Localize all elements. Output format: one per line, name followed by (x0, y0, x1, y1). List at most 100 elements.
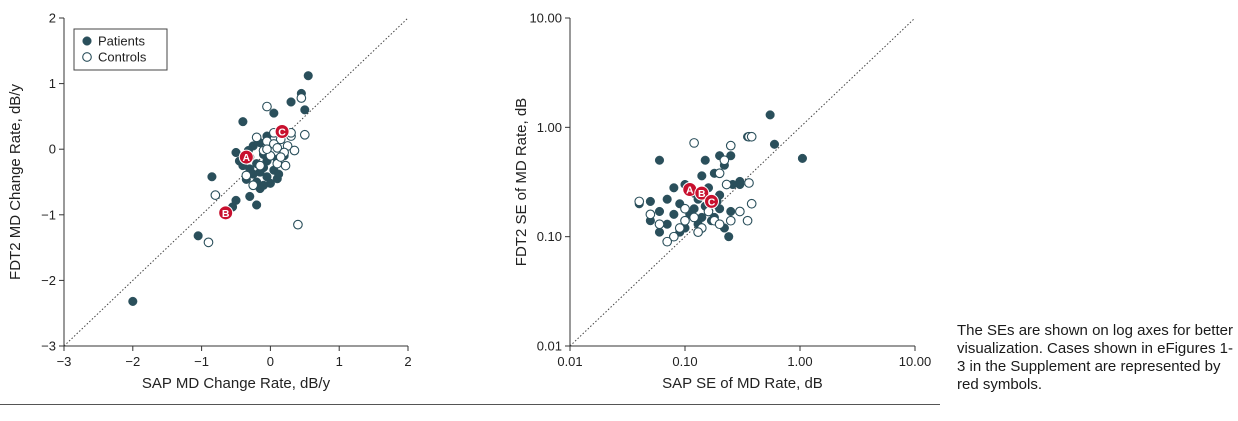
control-point (289, 145, 300, 156)
case-label: A (243, 152, 251, 164)
control-point (662, 236, 673, 247)
legend-patients-marker (82, 36, 92, 46)
patient-point (303, 71, 313, 81)
series-controls (203, 93, 310, 248)
patient-point (231, 147, 241, 158)
y-tick-label: 0 (49, 142, 56, 157)
control-point (262, 144, 272, 155)
x-tick-label: 1.00 (787, 354, 812, 369)
control-point (272, 143, 283, 153)
control-point (725, 140, 736, 151)
patient-point (238, 117, 248, 127)
control-point (746, 131, 757, 142)
x-tick-label: −3 (57, 354, 72, 369)
patient-point (654, 227, 665, 237)
case-label: B (698, 188, 706, 200)
y-tick-label: 1.00 (537, 120, 562, 135)
case-marker-circle (238, 149, 254, 165)
control-point (654, 219, 665, 230)
control-point (293, 219, 303, 230)
control-point (262, 101, 272, 112)
patient-point (662, 194, 672, 204)
x-tick-label: 0 (267, 354, 274, 369)
case-b-marker: B (694, 185, 710, 201)
control-point (280, 160, 291, 171)
control-point (251, 132, 262, 143)
case-marker-circle (704, 193, 720, 209)
x-tick-label: 0.10 (672, 354, 697, 369)
patient-point (797, 153, 807, 163)
identity-line (63, 17, 409, 347)
caption-note: The SEs are shown on log axes for better… (957, 322, 1233, 393)
x-axis-title: SAP MD Change Rate, dB/y (142, 375, 331, 392)
control-point (255, 160, 265, 171)
patient-point (669, 209, 679, 219)
case-marker-circle (218, 205, 234, 221)
y-tick-label: −3 (41, 339, 56, 354)
legend-box (73, 28, 168, 71)
control-point (241, 170, 252, 181)
case-c-marker: C (274, 123, 290, 139)
patient-point (654, 206, 665, 217)
y-tick-label: 0.10 (537, 229, 562, 244)
x-tick-label: −1 (194, 354, 209, 369)
y-tick-label: 10.00 (529, 11, 562, 26)
x-axis-title: SAP SE of MD Rate, dB (662, 375, 823, 392)
patient-point (207, 172, 217, 182)
patient-point (726, 151, 736, 161)
y-tick-label: 1 (49, 76, 56, 91)
y-tick-label: 2 (49, 11, 56, 26)
legend-patients-label: Patients (98, 34, 145, 49)
control-point (299, 129, 310, 140)
case-label: C (278, 126, 286, 138)
control-point (203, 237, 214, 248)
control-point (689, 138, 699, 148)
patient-point (645, 196, 655, 206)
chart-2: 0.01 0.10 1.00 10.00 0.01 0.10 1.00 10.00 SAP SE… (513, 11, 931, 393)
patient-point (193, 231, 203, 241)
case-label: A (686, 185, 694, 197)
patient-point (654, 155, 665, 165)
y-tick-label: −2 (41, 273, 56, 288)
control-point (634, 196, 645, 207)
x-tick-label: 1 (336, 354, 343, 369)
patient-point (252, 200, 262, 210)
case-b-marker: B (218, 205, 234, 221)
case-a-marker: A (238, 149, 254, 165)
control-point (689, 212, 699, 223)
control-point (248, 180, 259, 191)
control-point (680, 203, 690, 214)
control-point (275, 152, 286, 162)
patient-point (769, 139, 780, 149)
patient-point (726, 206, 736, 217)
x-tick-label: 0.01 (557, 354, 582, 369)
control-point (714, 219, 725, 230)
y-axis-title: FDT2 SE of MD Rate, dB (513, 98, 530, 266)
x-tick-label: −2 (125, 354, 140, 369)
y-tick-label: −1 (41, 207, 56, 222)
series-controls (634, 131, 757, 247)
bottom-rule (0, 404, 940, 405)
patient-point (724, 232, 734, 242)
case-marker-circle (694, 185, 710, 201)
control-point (721, 179, 732, 190)
control-point (645, 209, 656, 220)
legend-controls-marker (82, 52, 92, 62)
case-label: C (708, 196, 716, 208)
series-patients (128, 71, 313, 306)
patient-point (258, 180, 269, 190)
x-tick-label: 2 (404, 354, 411, 369)
patient-point (286, 97, 296, 107)
chart-1: −3 −2 −1 0 1 2 −3 −2 −1 0 1 2 SAP MD Change Rate, dB… (7, 11, 412, 393)
control-point (693, 227, 703, 237)
patient-point (669, 183, 679, 193)
patient-point (245, 191, 255, 201)
control-point (735, 206, 745, 217)
control-point (746, 198, 757, 209)
case-marker-circle (274, 123, 290, 139)
case-label: B (222, 208, 230, 220)
control-point (674, 223, 685, 233)
control-point (725, 215, 736, 226)
